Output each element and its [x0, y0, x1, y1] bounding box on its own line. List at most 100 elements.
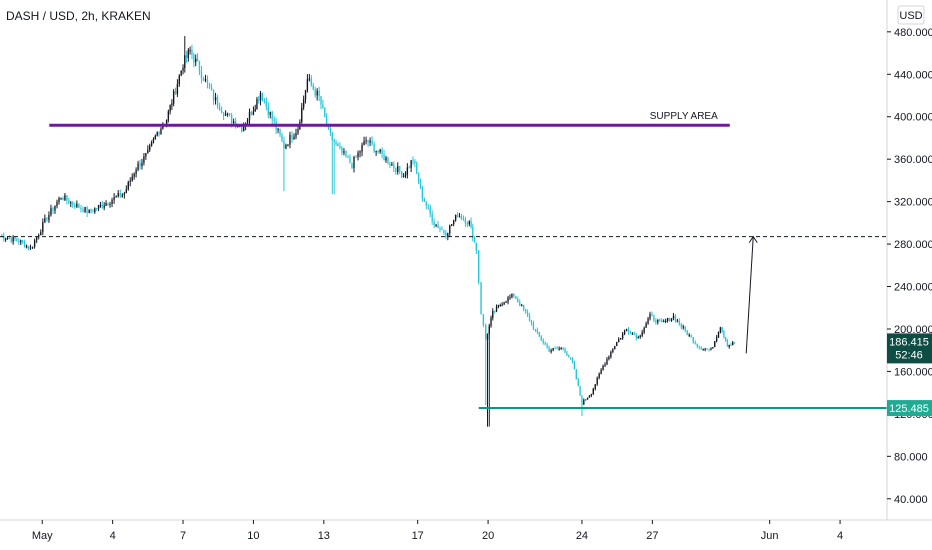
symbol-title: DASH / USD, 2h, KRAKEN — [6, 9, 151, 23]
candle-body — [433, 221, 435, 226]
candle-body — [421, 186, 424, 199]
candle-body — [252, 111, 255, 115]
candle-body — [139, 163, 141, 167]
price-tick-label: 280.000 — [894, 239, 932, 251]
candle-body — [395, 167, 397, 172]
candle-body — [133, 173, 135, 177]
candle-body — [379, 149, 381, 153]
candle-body — [375, 151, 377, 153]
candle-body — [74, 205, 76, 208]
candle-body — [325, 116, 328, 127]
candle-body — [454, 214, 457, 221]
candle-body — [556, 348, 558, 350]
candle-body — [639, 335, 641, 337]
projection-arrow[interactable] — [745, 235, 758, 354]
candle-body — [222, 112, 225, 116]
candle-body — [92, 211, 94, 213]
candle-body — [308, 78, 311, 80]
candle-body — [507, 297, 509, 302]
candle-body — [528, 315, 531, 322]
currency-button[interactable]: USD — [897, 5, 925, 25]
candle-body — [550, 350, 552, 352]
candle-body — [519, 301, 521, 306]
currency-button-frame — [897, 5, 925, 25]
candle-body — [501, 304, 503, 306]
price-tick-label: 440.000 — [894, 69, 932, 81]
candle-body — [250, 111, 253, 115]
candle-body — [167, 111, 170, 120]
candle-body — [46, 218, 48, 221]
candle-body — [218, 106, 221, 111]
price-axis[interactable]: 40.00080.000120.000160.000200.000240.000… — [886, 0, 932, 520]
candle-body — [269, 112, 271, 115]
candle-body — [27, 245, 30, 249]
candle-body — [281, 135, 283, 141]
candle-body — [602, 365, 604, 371]
candle-body — [404, 174, 407, 176]
candle-body — [690, 334, 692, 337]
candle-body — [659, 319, 661, 321]
candle-body — [686, 330, 688, 336]
candle-body — [530, 321, 533, 324]
candle-body — [594, 384, 596, 389]
support-price-badge: 125.485 — [887, 400, 932, 417]
candle-body — [680, 324, 682, 328]
candle-body — [353, 157, 355, 169]
candle-body — [339, 146, 341, 148]
candle-body — [165, 119, 168, 125]
projection-arrow-head — [748, 235, 758, 243]
candles-layer — [1, 36, 736, 427]
candle-body — [302, 99, 305, 108]
candle-body — [674, 315, 677, 321]
candle-body — [200, 71, 203, 78]
candle-body — [198, 61, 201, 72]
time-axis[interactable]: May 4 7 10 13 17 20 24 27 Jun 4 — [0, 519, 932, 542]
candle-body — [202, 77, 205, 81]
candle-body — [439, 228, 441, 230]
candle-body — [515, 296, 517, 299]
candle-body — [672, 315, 675, 319]
candle-body — [688, 334, 690, 336]
support-price-badge-text: 125.485 — [889, 403, 929, 415]
candle-body — [558, 348, 560, 350]
candle-body — [320, 96, 322, 105]
candle-body — [726, 340, 729, 347]
candle-body — [581, 395, 583, 405]
candle-body — [728, 344, 730, 347]
candle-body — [493, 310, 496, 312]
candle-body — [503, 302, 505, 305]
candle-body — [730, 344, 732, 346]
candle-body — [517, 298, 519, 302]
candle-body — [717, 332, 720, 338]
candle-body — [721, 327, 723, 332]
candle-body — [385, 157, 387, 161]
candle-body — [285, 144, 287, 149]
candle-body — [107, 203, 109, 205]
current-price-value: 186.415 — [889, 336, 929, 348]
candle-body — [554, 348, 556, 350]
candle-body — [606, 359, 608, 365]
candle-body — [548, 347, 550, 352]
candle-body — [50, 208, 52, 215]
candle-body — [287, 144, 289, 146]
candle-body — [583, 399, 585, 405]
candle-body — [4, 238, 7, 240]
candle-body — [495, 306, 498, 312]
candle-body — [645, 323, 647, 328]
candle-body — [399, 166, 401, 172]
candle-body — [664, 320, 667, 322]
candle-body — [169, 104, 171, 112]
price-tick-label: 160.000 — [894, 366, 932, 378]
candle-body — [80, 208, 82, 210]
candle-body — [322, 104, 324, 108]
candle-body — [692, 336, 694, 343]
candle-body — [694, 342, 696, 344]
candle-body — [76, 203, 78, 208]
candle-body — [460, 216, 463, 220]
candle-body — [560, 347, 562, 349]
candle-body — [90, 209, 92, 212]
candle-body — [604, 364, 606, 366]
candle-body — [359, 151, 361, 153]
candle-body — [478, 250, 480, 283]
